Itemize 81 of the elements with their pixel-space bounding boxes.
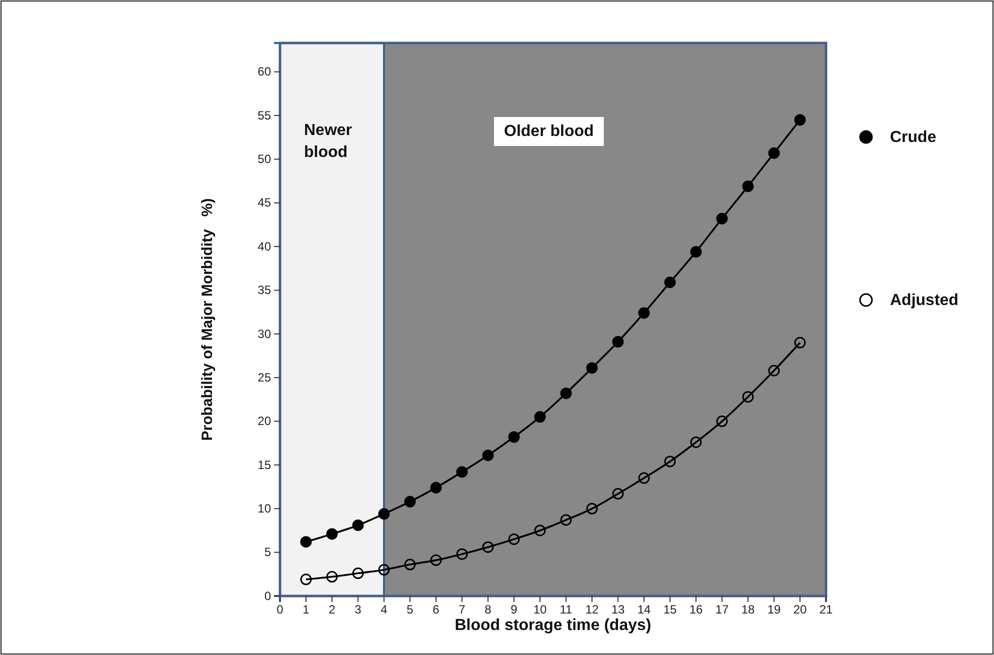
y-tick-label: 50	[258, 152, 272, 166]
point	[378, 564, 390, 576]
point	[612, 336, 624, 348]
point	[716, 416, 728, 428]
x-tick-label: 18	[741, 602, 755, 617]
x-tick-label: 16	[689, 602, 703, 617]
point	[664, 456, 676, 468]
point	[482, 541, 494, 553]
point	[638, 307, 650, 319]
y-tick-label: 15	[258, 458, 272, 472]
x-tick-label: 7	[458, 602, 466, 617]
y-tick-label: 45	[258, 196, 272, 210]
point	[326, 571, 338, 583]
point	[690, 436, 702, 448]
x-tick-label: 20	[793, 602, 807, 617]
x-tick-label: 15	[663, 602, 677, 617]
band-label: Newer blood	[304, 122, 352, 161]
point	[534, 524, 546, 536]
y-tick-label: 10	[258, 501, 272, 516]
point	[482, 450, 494, 462]
y-tick-label: 40	[258, 239, 272, 254]
point	[560, 514, 572, 526]
x-tick-label: 2	[328, 602, 336, 617]
band-label: Older blood	[504, 123, 594, 140]
point	[326, 528, 338, 540]
point	[300, 574, 312, 586]
x-tick-label: 14	[637, 602, 651, 617]
x-tick-label: 11	[560, 602, 573, 617]
y-axis-title: Probability of Major Morbidity %)	[199, 198, 216, 441]
y-tick-label: 55	[258, 108, 272, 122]
y-tick-label: 20	[258, 414, 272, 428]
point	[794, 336, 806, 348]
point	[742, 180, 754, 192]
point	[378, 508, 390, 520]
point	[586, 362, 598, 374]
x-tick-label: 5	[406, 602, 414, 617]
point	[508, 533, 520, 545]
point	[690, 246, 702, 258]
point	[716, 212, 728, 224]
point	[404, 558, 416, 570]
point	[352, 568, 364, 580]
point	[430, 482, 442, 494]
x-tick-label: 12	[585, 602, 599, 617]
point	[742, 391, 754, 403]
y-tick-label: 0	[264, 588, 272, 603]
x-tick-label: 3	[354, 602, 362, 617]
point	[430, 554, 442, 566]
point	[404, 496, 416, 508]
x-tick-label: 8	[484, 602, 492, 617]
x-tick-label: 4	[380, 602, 388, 617]
y-tick-label: 35	[258, 283, 272, 298]
legend-label: Adjusted	[890, 292, 958, 309]
y-tick-label: 30	[258, 326, 272, 341]
point	[300, 536, 312, 548]
x-tick-label: 10	[533, 602, 547, 617]
point	[768, 364, 780, 376]
y-tick-label: 25	[258, 370, 272, 384]
point	[508, 431, 520, 443]
point	[586, 502, 598, 514]
point	[612, 488, 624, 500]
point	[534, 411, 546, 423]
point	[664, 276, 676, 288]
point	[768, 147, 780, 159]
y-tick-label: 60	[258, 64, 272, 79]
y-tick-label: 5	[264, 545, 272, 560]
point	[352, 519, 364, 531]
x-tick-label: 6	[432, 602, 440, 617]
point	[456, 548, 468, 560]
point	[794, 114, 806, 126]
point	[456, 466, 468, 478]
legend-label: Crude	[890, 129, 936, 146]
point	[560, 388, 572, 400]
x-tick-label: 19	[767, 602, 781, 617]
x-tick-label: 17	[715, 602, 729, 617]
x-tick-label: 0	[276, 602, 284, 617]
x-tick-label: 9	[510, 602, 518, 617]
x-tick-label: 13	[611, 602, 625, 617]
x-axis-title: Blood storage time (days)	[454, 617, 652, 634]
point	[638, 472, 650, 484]
x-tick-label: 1	[302, 602, 310, 617]
x-tick-label: 21	[819, 602, 833, 617]
